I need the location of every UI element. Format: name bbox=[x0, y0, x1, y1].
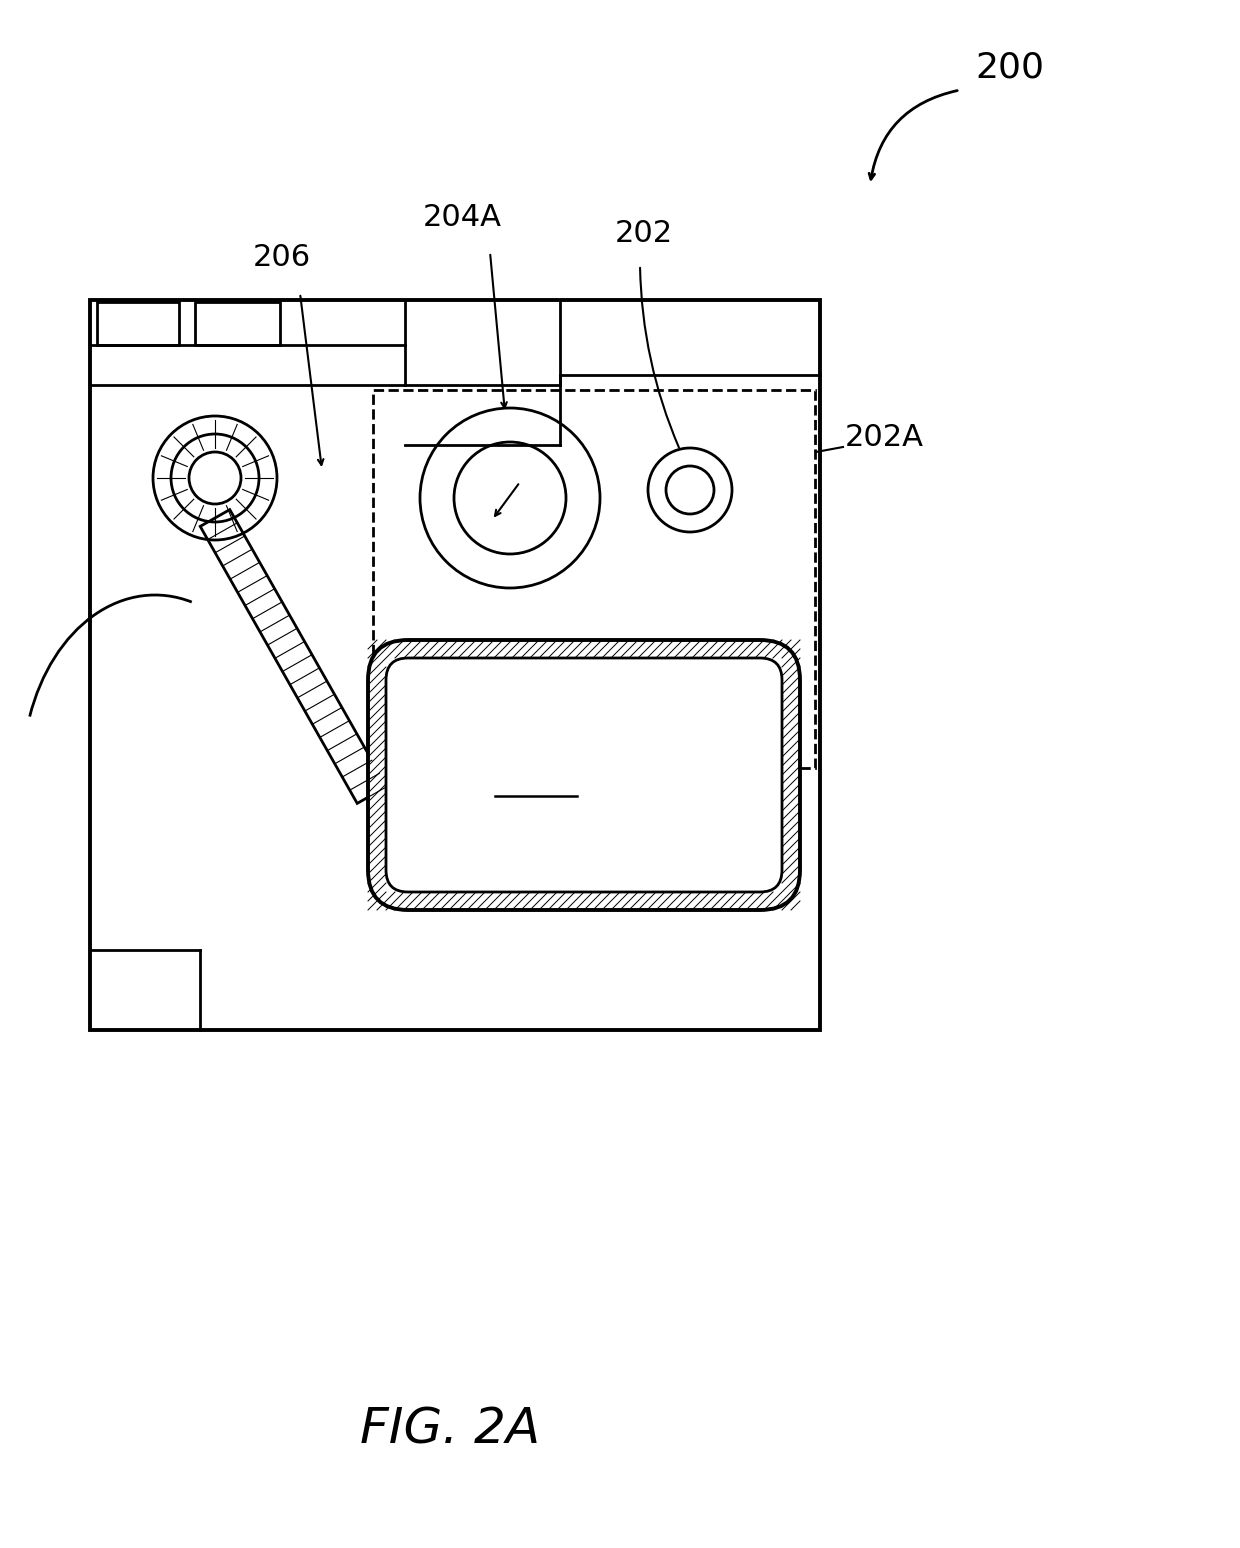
Bar bbox=[373, 390, 815, 768]
FancyBboxPatch shape bbox=[368, 639, 800, 910]
Polygon shape bbox=[200, 509, 387, 803]
Text: 201A: 201A bbox=[496, 763, 574, 793]
FancyBboxPatch shape bbox=[386, 658, 782, 892]
Bar bbox=[91, 300, 820, 1029]
Text: 202A: 202A bbox=[844, 423, 924, 452]
Text: 202: 202 bbox=[615, 218, 673, 248]
Bar bbox=[195, 302, 280, 345]
Bar bbox=[97, 302, 179, 345]
Text: 200: 200 bbox=[975, 51, 1044, 85]
Text: FIG. 2A: FIG. 2A bbox=[360, 1406, 541, 1454]
Text: 204A: 204A bbox=[423, 203, 501, 232]
Text: 206: 206 bbox=[253, 243, 311, 272]
